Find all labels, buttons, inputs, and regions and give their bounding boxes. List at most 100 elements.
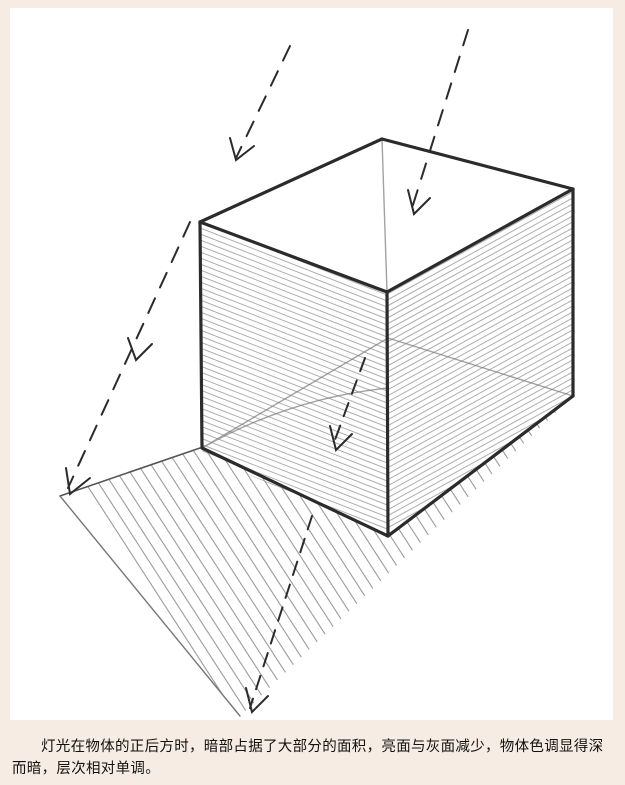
hatch-line (200, 385, 388, 469)
hatch-line (200, 433, 388, 517)
hatch-line (385, 289, 573, 401)
construction-lines (201, 138, 574, 449)
hatch-line (200, 277, 388, 361)
hatch-line (385, 361, 573, 473)
hatch-line (385, 223, 573, 335)
hatch-line (385, 193, 573, 305)
hatch-line (385, 259, 573, 371)
hatch-line (385, 403, 573, 515)
hatch-line (385, 189, 573, 299)
hatch-line (581, 74, 613, 414)
hatch-line (200, 253, 388, 337)
box-sketch-illustration (59, 29, 613, 717)
hatch-line (385, 337, 573, 449)
hatch-line (385, 373, 573, 485)
hatch-line (385, 313, 573, 425)
hatch-line (200, 469, 388, 536)
hatch-line (200, 313, 388, 397)
hatch-line (385, 385, 573, 497)
hatch-line (385, 445, 573, 536)
hatch-line (385, 379, 573, 491)
hatch-line (562, 396, 573, 427)
light-rays (67, 29, 469, 709)
hatch-line (200, 427, 388, 511)
hatch-line (200, 439, 388, 523)
hatch-line (67, 415, 289, 716)
hatch-line (385, 427, 573, 536)
hatch-line (499, 396, 573, 469)
hatch-line (200, 265, 388, 349)
hatch-line (385, 439, 573, 536)
hatch-line (200, 367, 388, 451)
hatch-line (385, 343, 573, 455)
hatch-line (200, 301, 388, 385)
hatch-line (200, 337, 388, 421)
hatch-line (385, 277, 573, 389)
hatch-line (385, 349, 573, 461)
hatch-line (385, 301, 573, 413)
light-ray-arrowheads (65, 137, 431, 714)
hatch-line (200, 271, 388, 355)
hatch-line (373, 396, 573, 553)
hatch-line (200, 319, 388, 403)
hatch-line (200, 235, 388, 319)
hatch-line (385, 307, 573, 419)
hatch-line (385, 433, 573, 536)
hatch-line (385, 271, 573, 383)
figure-panel (10, 8, 613, 720)
hatch-line (200, 331, 388, 415)
hatch-line (385, 319, 573, 431)
hatch-line (200, 343, 388, 427)
hatch-line (385, 241, 573, 353)
box-outline (59, 137, 575, 717)
hatch-line (385, 283, 573, 395)
hatch-line (200, 379, 388, 463)
hatch-line (463, 396, 573, 493)
hatch-line (200, 307, 388, 391)
hatch-line (200, 295, 388, 379)
hatch-line (200, 475, 388, 536)
hatch-line (200, 391, 388, 475)
hatch-line (385, 205, 573, 317)
hatch-line (200, 229, 388, 313)
hatch-line (385, 199, 573, 311)
hatch-line (200, 361, 388, 445)
hatch-line (385, 391, 573, 503)
hatch-line (385, 211, 573, 323)
hatch-line (445, 396, 573, 505)
hatch-line (200, 403, 388, 487)
hatch-line (571, 396, 573, 421)
hatch-line (200, 373, 388, 457)
hatch-line (200, 259, 388, 343)
hatch-line (200, 325, 388, 409)
hatch-line (200, 289, 388, 373)
hatch-line (200, 415, 388, 499)
hatch-line (385, 331, 573, 443)
hatch-line (200, 241, 388, 325)
hatch-line (385, 355, 573, 467)
hatch-line (200, 355, 388, 439)
hatch-line (553, 396, 573, 433)
hatch-line (382, 396, 573, 547)
hatch-line (385, 421, 573, 533)
hatch-line (436, 396, 573, 511)
hatch-line (385, 235, 573, 347)
hatch-line (200, 409, 388, 493)
hatch-line (385, 253, 573, 365)
figure-caption: 灯光在物体的正后方时，暗部占据了大部分的面积，亮面与灰面减少，物体色调显得深而暗… (12, 739, 604, 777)
hatch-line (200, 397, 388, 481)
hatch-line (385, 229, 573, 341)
hatch-line (385, 367, 573, 479)
hatch-line (385, 247, 573, 359)
right-face-hatching (385, 189, 573, 536)
hatch-line (200, 247, 388, 331)
hatch-line (385, 295, 573, 407)
hatch-line (200, 223, 388, 307)
hatch-line (385, 415, 573, 527)
hatch-line (385, 217, 573, 329)
hatch-line (400, 396, 573, 535)
hatch-line (385, 265, 573, 377)
hatch-line (200, 283, 388, 367)
hatch-line (385, 325, 573, 437)
